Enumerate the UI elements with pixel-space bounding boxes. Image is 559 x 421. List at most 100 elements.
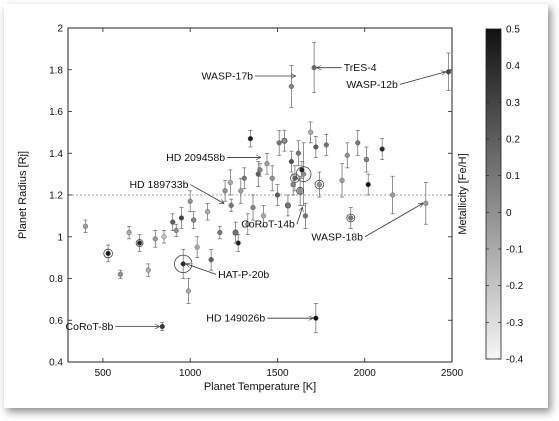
data-point <box>247 136 254 142</box>
data-point <box>379 146 385 152</box>
data-point <box>217 229 223 236</box>
scatter-chart: 500 1000 1500 2000 2500 0.4 0.6 0.8 1 1.2 1.4 1.6 1… <box>17 24 524 394</box>
data-point <box>445 69 452 75</box>
data-point <box>161 234 167 240</box>
annotation-label: CoRoT-14b <box>241 219 295 231</box>
data-point <box>260 213 267 219</box>
data-point <box>313 315 319 321</box>
data-point <box>159 323 165 330</box>
data-point <box>255 171 261 177</box>
annotation-label: HD 149026b <box>206 313 265 325</box>
y-tick-label: 1.6 <box>49 107 63 118</box>
y-tick-label: 1.4 <box>49 149 63 160</box>
data-point <box>276 140 282 146</box>
y-tick-label: 1 <box>57 232 63 243</box>
annotation-label: WASP-12b <box>346 79 398 91</box>
data-point <box>313 144 319 150</box>
data-point <box>241 175 247 181</box>
data-point <box>290 181 296 188</box>
data-point <box>191 217 197 223</box>
data-point <box>238 188 244 194</box>
x-tick-label: 2500 <box>441 368 464 379</box>
y-axis-label: Planet Radius [Rj] <box>17 151 29 239</box>
data-point <box>299 167 305 173</box>
data-point <box>227 179 233 186</box>
data-point <box>295 150 302 156</box>
annotation-label: CoRoT-8b <box>66 321 114 333</box>
data-point <box>302 213 308 219</box>
data-point <box>355 140 361 146</box>
data-point <box>152 236 158 242</box>
colorbar-tick-label: 0.5 <box>506 25 520 36</box>
colorbar-tick-label: 0.3 <box>506 98 520 109</box>
data-point <box>390 192 396 198</box>
annotation-label: WASP-18b <box>311 231 363 243</box>
size-ring <box>314 179 325 190</box>
annotation-arrow <box>399 72 446 85</box>
colorbar-label: Metallicity [Fe/H] <box>457 153 469 234</box>
annotation-arrow <box>190 184 223 204</box>
data-point <box>208 257 214 263</box>
data-point <box>222 188 228 194</box>
colorbar-tick-label: -0.4 <box>506 355 524 366</box>
annotation-arrow <box>186 264 217 275</box>
size-ring <box>174 254 193 274</box>
data-point <box>264 161 270 167</box>
data-point <box>136 240 143 246</box>
data-point <box>423 200 429 206</box>
data-point <box>316 181 322 188</box>
annotation-label: WASP-17b <box>201 71 253 83</box>
colorbar-tick-label: -0.3 <box>506 318 524 329</box>
colorbar <box>485 28 502 360</box>
x-tick-label: 2000 <box>354 368 377 379</box>
annotations: TrES-4 WASP-17b WASP-12b HD 209458b HD 18973… <box>66 62 446 333</box>
data-point <box>245 221 251 227</box>
data-point <box>311 65 317 71</box>
x-axis-ticks: 500 1000 1500 2000 2500 <box>95 28 464 379</box>
x-tick-label: 500 <box>95 368 112 379</box>
data-point <box>269 175 275 181</box>
data-point <box>288 83 295 90</box>
data-point <box>308 129 314 135</box>
annotation-arrow <box>296 208 302 225</box>
size-ring <box>296 186 305 195</box>
data-point <box>339 177 345 183</box>
data-point <box>105 250 111 257</box>
data-point <box>178 215 185 221</box>
data-point <box>180 261 186 267</box>
figure-frame: 500 1000 1500 2000 2500 0.4 0.6 0.8 1 1.2 1.4 1.6 1… <box>4 4 548 408</box>
annotation-label: HD 209458b <box>166 152 225 164</box>
size-ring <box>232 229 239 236</box>
y-tick-label: 0.4 <box>49 358 63 369</box>
data-point <box>288 159 295 165</box>
data-points <box>82 42 452 334</box>
size-ring <box>135 239 144 247</box>
data-point <box>187 198 193 204</box>
data-point <box>348 215 354 221</box>
data-point <box>82 223 89 229</box>
size-ring <box>103 248 113 259</box>
x-tick-label: 1000 <box>179 368 202 379</box>
data-point <box>228 202 234 209</box>
data-point <box>281 138 288 144</box>
data-point <box>232 229 239 236</box>
colorbar-tick-label: 0.4 <box>506 61 520 72</box>
colorbar-tick-label: 0 <box>506 208 512 219</box>
data-point <box>185 288 192 294</box>
data-point <box>205 209 211 215</box>
size-ring <box>295 166 312 182</box>
size-ring <box>346 213 356 223</box>
colorbar-ticks: 0.5 0.4 0.3 0.2 0.1 0 -0.1 -0.2 -0.3 -0.4 <box>486 25 524 366</box>
y-tick-label: 1.2 <box>49 191 63 202</box>
data-point <box>250 204 256 211</box>
x-tick-label: 1500 <box>266 368 289 379</box>
y-tick-label: 2 <box>57 24 63 35</box>
data-point <box>285 202 291 209</box>
annotation-label: HD 189733b <box>129 179 188 191</box>
data-point <box>363 156 370 163</box>
data-point <box>344 152 350 158</box>
data-point <box>126 229 132 236</box>
data-point <box>297 188 303 194</box>
data-point <box>173 227 179 234</box>
colorbar-tick-label: -0.1 <box>506 245 524 256</box>
